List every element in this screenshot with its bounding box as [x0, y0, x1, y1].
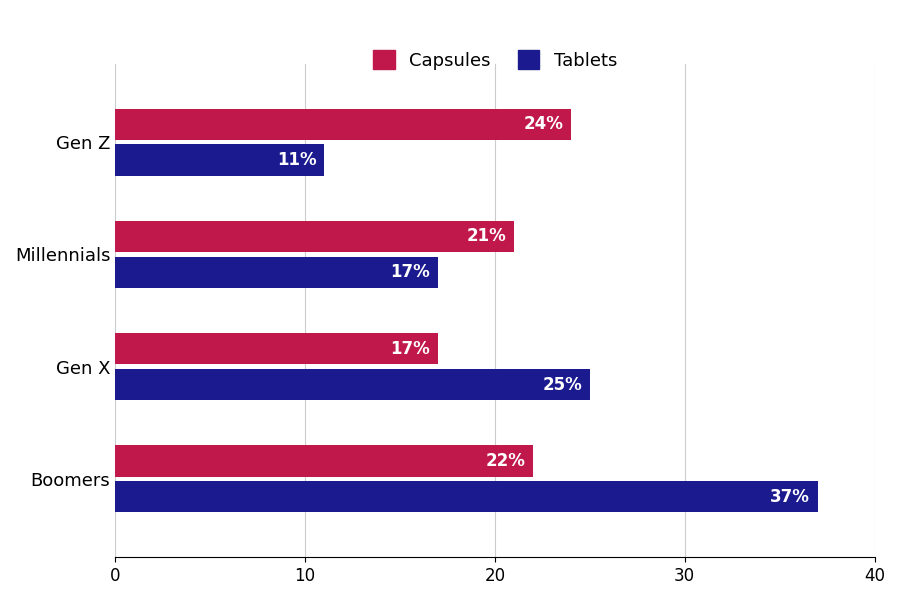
Text: 17%: 17%: [391, 263, 430, 281]
Bar: [115, 145, 324, 176]
Bar: [115, 109, 571, 140]
Bar: [115, 221, 514, 252]
Text: 25%: 25%: [543, 376, 582, 394]
Bar: [115, 369, 590, 400]
Bar: [115, 445, 533, 476]
Bar: [115, 333, 438, 364]
Bar: [115, 481, 817, 512]
Text: 37%: 37%: [770, 488, 810, 506]
Text: 24%: 24%: [524, 115, 563, 133]
Text: 22%: 22%: [485, 452, 526, 470]
Text: 17%: 17%: [391, 340, 430, 358]
Text: 21%: 21%: [466, 227, 507, 245]
Bar: [115, 257, 438, 288]
Legend: Capsules, Tablets: Capsules, Tablets: [365, 43, 625, 77]
Text: 11%: 11%: [277, 151, 317, 169]
